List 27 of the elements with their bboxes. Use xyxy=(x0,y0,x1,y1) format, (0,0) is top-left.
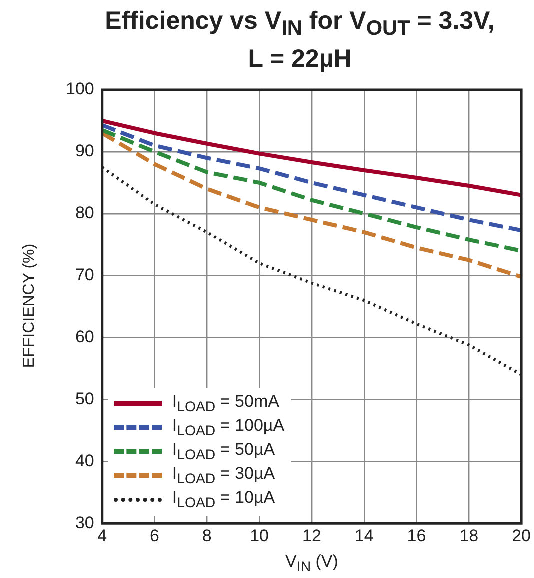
x-tick-label: 14 xyxy=(354,526,374,546)
x-tick-label: 6 xyxy=(150,526,160,546)
y-tick-label: 50 xyxy=(75,389,94,408)
x-tick-label: 4 xyxy=(98,526,108,546)
y-axis-title: EFFICIENCY (%) xyxy=(21,244,39,368)
legend-label: I$_{LOAD}$ = 50µA xyxy=(172,440,276,464)
y-tick-label: 60 xyxy=(75,327,94,346)
y-tick-label: 80 xyxy=(75,204,94,223)
y-tick-label: 70 xyxy=(75,266,94,285)
x-tick-label: 12 xyxy=(302,526,322,546)
x-axis-title: V$_{IN}$ (V) xyxy=(284,552,340,576)
legend-label: I$_{LOAD}$ = 50mA xyxy=(172,392,280,416)
line-series xyxy=(102,131,522,280)
legend-label: I$_{LOAD}$ = 10µA xyxy=(172,488,276,512)
line-series xyxy=(102,123,522,233)
x-tick-label: 18 xyxy=(460,526,479,546)
x-tick-label: 16 xyxy=(407,526,426,546)
y-tick-label: 30 xyxy=(75,513,94,532)
chart-title: Efficiency vs V$_{IN}$ for V$_{OUT}$ = 3.3V, L = 22µH xyxy=(105,7,495,73)
y-tick-label: 90 xyxy=(75,142,94,161)
y-tick-label: 100 xyxy=(66,80,94,99)
x-tick-label: 8 xyxy=(202,526,212,546)
x-tick-label: 20 xyxy=(512,526,532,546)
legend-label: I$_{LOAD}$ = 100µA xyxy=(172,416,285,440)
legend-label: I$_{LOAD}$ = 30µA xyxy=(172,464,276,488)
x-tick-label: 10 xyxy=(250,526,270,546)
y-tick-label: 40 xyxy=(75,451,94,470)
